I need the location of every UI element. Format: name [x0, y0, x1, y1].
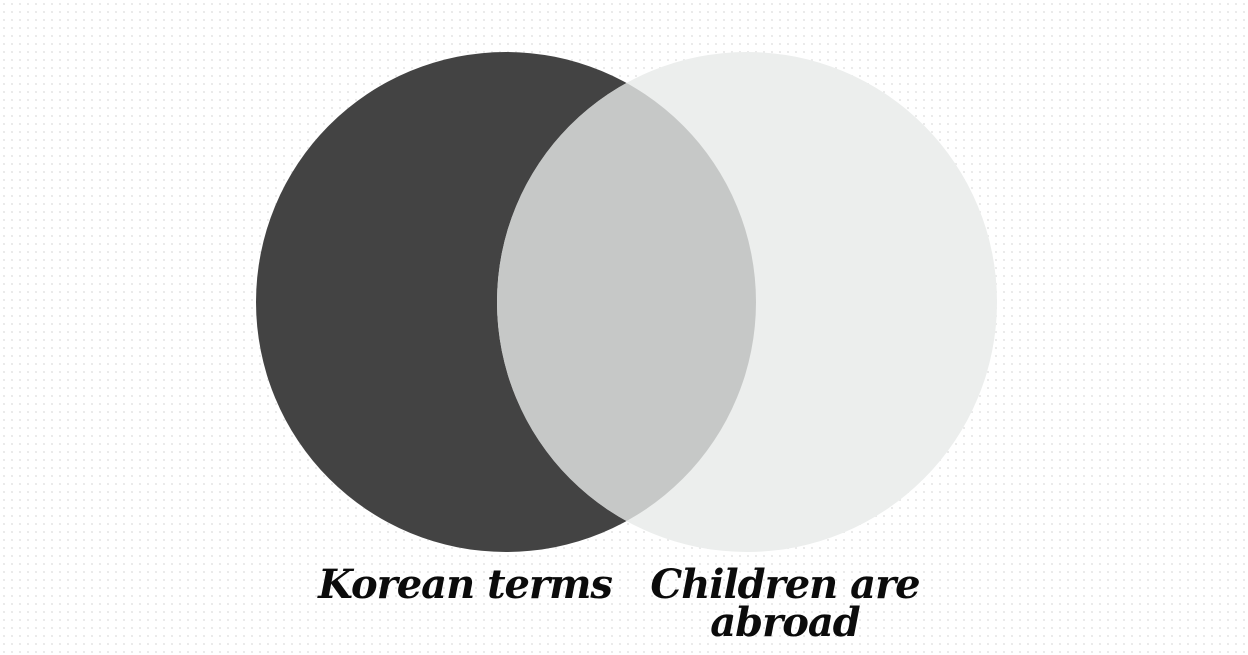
set-label-right-line2: abroad	[710, 599, 861, 646]
set-label-left-text: Korean terms	[318, 561, 613, 608]
set-label-right-line1: Children are	[650, 561, 920, 608]
intersection-region	[497, 52, 756, 552]
set-label-children-are-abroad: Children are abroad	[625, 561, 945, 646]
set-label-korean-terms: Korean terms	[310, 565, 620, 605]
